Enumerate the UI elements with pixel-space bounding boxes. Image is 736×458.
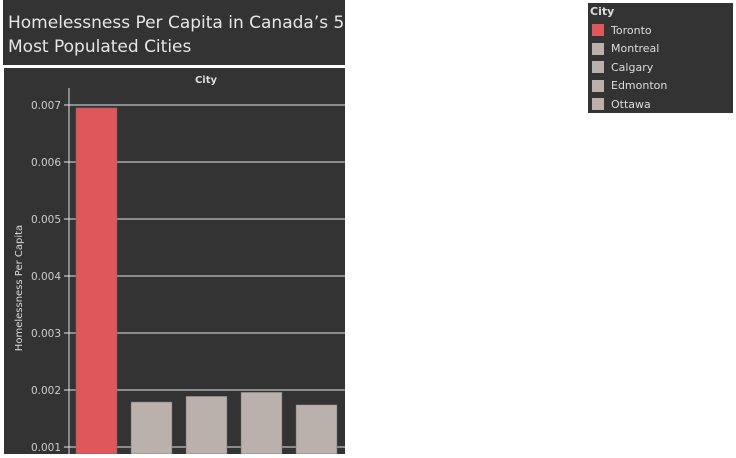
chart-panel: City Homelessness Per Capita 0.001 0.002 0… xyxy=(4,68,345,455)
bar-chart: City Homelessness Per Capita 0.001 0.002 0… xyxy=(14,75,345,455)
bar-calgary[interactable] xyxy=(185,396,228,455)
y-tick-label: 0.007 xyxy=(31,100,61,112)
legend-label: Montreal xyxy=(611,42,660,55)
y-tick-label: 0.003 xyxy=(31,328,61,340)
y-tick-label: 0.001 xyxy=(31,442,61,454)
bar-montreal[interactable] xyxy=(130,401,173,455)
legend-label: Calgary xyxy=(611,60,654,74)
legend-item-montreal[interactable]: Montreal xyxy=(592,42,659,56)
bar-toronto[interactable] xyxy=(75,107,118,455)
legend-swatch xyxy=(592,61,604,73)
legend-title: City xyxy=(590,5,615,18)
bar-edmonton[interactable] xyxy=(240,392,283,455)
legend-item-toronto[interactable]: Toronto xyxy=(592,23,652,37)
legend-item-calgary[interactable]: Calgary xyxy=(592,60,653,74)
legend-swatch xyxy=(592,98,604,110)
y-tick-label: 0.004 xyxy=(31,271,61,283)
x-axis-label: City xyxy=(195,75,218,86)
y-axis-label: Homelessness Per Capita xyxy=(14,225,25,351)
legend-label: Edmonton xyxy=(611,79,668,92)
legend-item-edmonton[interactable]: Edmonton xyxy=(592,79,667,93)
y-tick-label: 0.006 xyxy=(31,157,61,169)
legend-swatch xyxy=(592,42,604,55)
chart-title: Homelessness Per Capita in Canada’s 5 Mo… xyxy=(3,0,345,65)
legend-swatch xyxy=(592,24,604,36)
bar-ottawa[interactable] xyxy=(295,404,338,455)
legend-swatch xyxy=(592,79,604,92)
legend: City Toronto Montreal Calgary Edmonton Ottaw… xyxy=(588,3,733,113)
legend-label: Ottawa xyxy=(611,97,651,111)
legend-label: Toronto xyxy=(611,23,652,37)
legend-item-ottawa[interactable]: Ottawa xyxy=(592,97,651,111)
y-tick-label: 0.002 xyxy=(31,385,61,397)
y-tick-label: 0.005 xyxy=(31,214,61,226)
